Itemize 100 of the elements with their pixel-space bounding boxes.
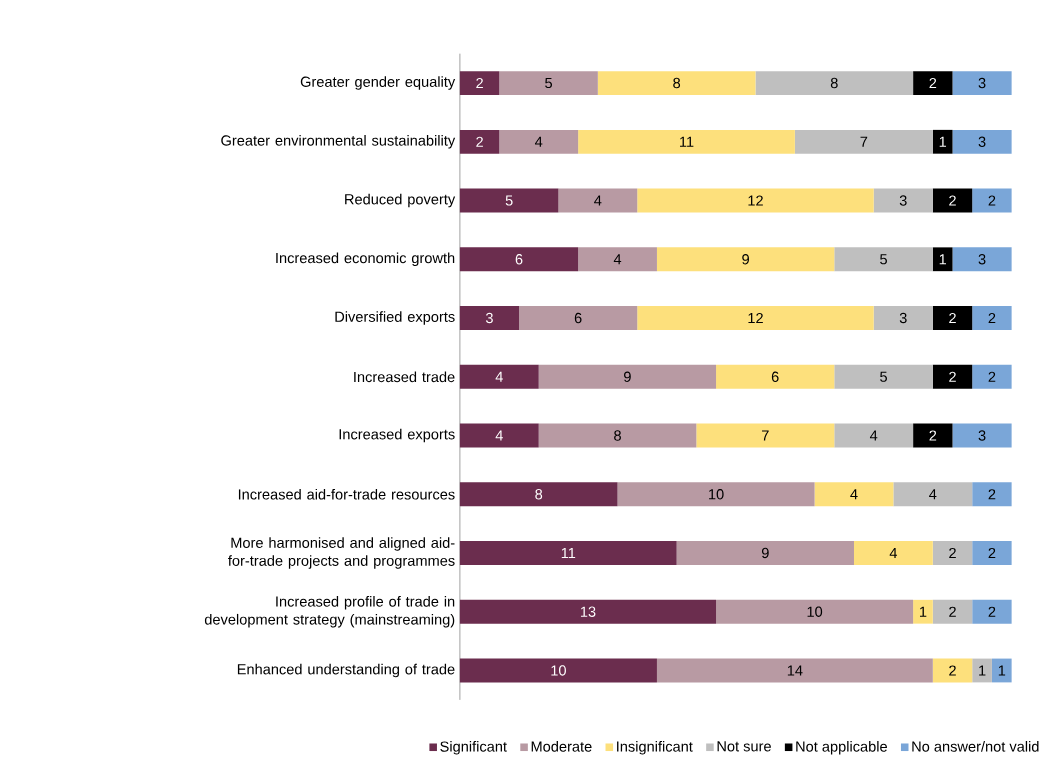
bar [459,482,618,507]
bar [459,129,500,154]
data-label: 4 [929,489,937,500]
bar [834,247,933,272]
bar [932,541,973,565]
y-tick-label: Increased profile of trade in development strategy (mainstreaming) [204,595,455,628]
data-label: 2 [949,312,956,324]
data-label: 10 [551,665,566,676]
y-tick-label: More harmonised and aligned aid-for-trade projects and programmes [228,537,455,569]
bar [853,541,933,565]
data-label: 2 [988,547,996,559]
bar [755,71,914,95]
bar [597,71,756,95]
data-label: 4 [495,371,503,382]
bar [952,247,1012,272]
bar [972,364,1012,389]
bar [676,541,854,565]
data-label: 7 [762,430,769,441]
y-tick-label: Greater gender equality [300,76,456,90]
legend-label: No answer/not valid [912,741,1039,752]
bar [932,306,973,330]
bar [716,599,914,624]
legend-label: Moderate [531,741,592,752]
bar [637,188,874,213]
bar [932,247,953,272]
bar [834,364,933,389]
data-label: 8 [673,77,681,89]
data-label: 1 [939,136,947,147]
data-label: 10 [807,606,823,617]
y-tick-label: Increased trade [354,371,455,383]
data-label: 5 [545,77,553,89]
data-label: 9 [761,547,769,559]
bar [952,129,1012,154]
bar [617,482,815,507]
data-label: 4 [889,547,898,559]
data-label: 2 [949,371,956,382]
y-tick-label: Enhanced understanding of trade [237,663,455,678]
data-label: 3 [978,136,986,147]
data-label: 6 [771,371,779,382]
data-label: 14 [787,665,803,676]
bar [578,247,657,272]
y-tick-label: Increased economic growth [276,252,455,267]
bar [972,599,1012,624]
data-label: 3 [978,430,986,441]
bar [656,247,835,272]
data-label: 1 [979,665,986,676]
y-tick-label: Greater environmental sustainability [221,134,456,149]
data-label: 2 [949,665,956,676]
bar [972,482,1012,507]
data-label: 4 [495,430,503,441]
bar [913,599,933,624]
y-tick-label: Increased exports [339,428,455,443]
data-label: 4 [594,195,602,206]
legend-label: Not sure [717,741,771,752]
bar [972,306,1012,330]
bar [932,129,953,154]
data-label: 3 [978,254,986,265]
bar [459,658,657,683]
data-label: 2 [988,606,996,617]
bar [578,129,795,154]
data-label: 2 [929,430,937,441]
data-label: 5 [880,371,887,382]
bar [459,541,677,565]
data-label: 6 [515,254,523,265]
bar [538,364,717,389]
data-label: 3 [485,312,493,324]
bar [814,482,894,507]
bar [459,423,539,448]
y-tick-label: Reduced poverty [345,193,456,208]
data-label: 8 [614,430,621,441]
bar [519,306,638,330]
data-label: 2 [988,371,996,382]
bar [459,599,717,624]
bar [972,541,1012,565]
bar [558,188,638,213]
data-label: 4 [869,430,878,441]
data-label: 2 [949,547,956,559]
data-label: 12 [748,312,763,324]
data-label: 4 [850,489,858,500]
data-label: 3 [899,312,907,324]
bar [459,188,559,213]
bar [913,71,953,95]
data-label: 2 [476,136,483,147]
bar [459,364,539,389]
data-label: 6 [574,312,582,324]
data-label: 2 [929,77,937,89]
data-label: 9 [742,254,749,265]
bar [932,658,973,683]
bar [459,247,579,272]
bar [873,306,933,330]
bar [794,129,933,154]
data-label: 4 [613,254,622,265]
data-label: 11 [680,136,694,147]
bar [499,71,598,95]
bar [972,188,1012,213]
data-label: 11 [561,547,576,559]
data-label: 2 [988,312,996,324]
legend-label: Significant [440,741,507,755]
data-label: 10 [709,489,724,500]
data-label: 3 [899,195,907,206]
